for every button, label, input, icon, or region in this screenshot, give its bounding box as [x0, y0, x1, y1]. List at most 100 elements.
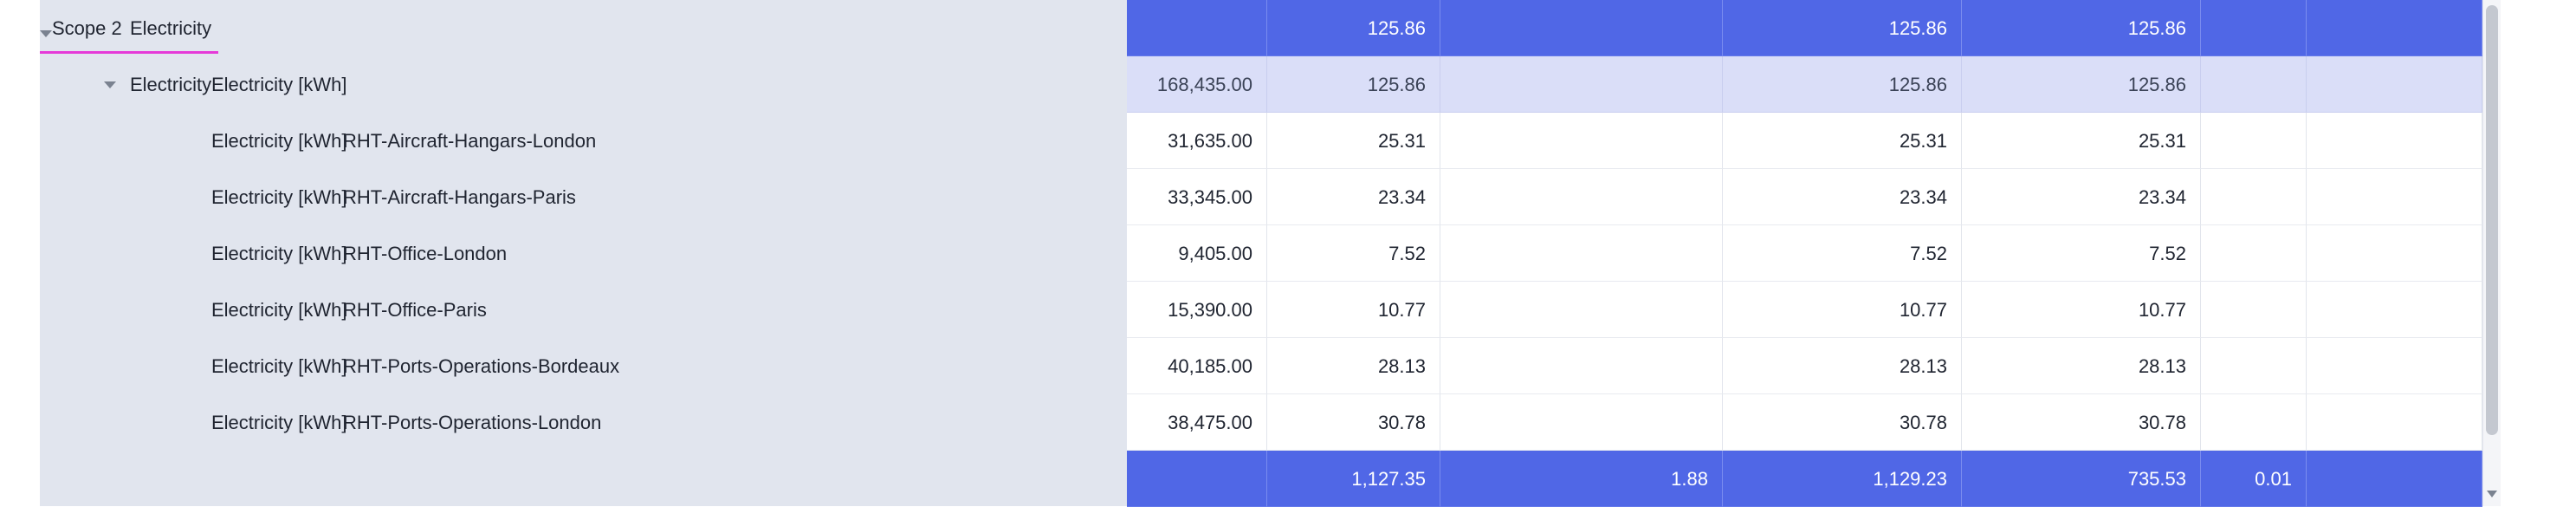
value-cell[interactable]: 25.31 — [1962, 113, 2201, 169]
table-row[interactable]: Electricity [kWh] RHT-Office-London 9,405.… — [40, 225, 2482, 282]
value-cell[interactable] — [1440, 0, 1723, 56]
vertical-scrollbar[interactable] — [2482, 0, 2576, 506]
value-cell[interactable] — [1440, 169, 1723, 225]
table-row[interactable]: Electricity [kWh] RHT-Aircraft-Hangars-Pa… — [40, 169, 2482, 225]
value-cell[interactable]: 10.77 — [1962, 282, 2201, 338]
value-cell[interactable]: 40,185.00 — [1127, 338, 1267, 394]
value-cell[interactable]: 33,345.00 — [1127, 169, 1267, 225]
value-cell[interactable]: 7.52 — [1962, 225, 2201, 282]
value-cells: 9,405.00 7.52 7.52 7.52 — [1127, 225, 2482, 282]
value-cell[interactable]: 1.88 — [1440, 451, 1723, 507]
value-cell[interactable] — [1440, 113, 1723, 169]
value-cell[interactable]: 125.86 — [1267, 0, 1440, 56]
left-gutter — [0, 0, 40, 506]
value-cell[interactable] — [2201, 113, 2307, 169]
value-cell[interactable]: 30.78 — [1723, 394, 1962, 451]
value-cell[interactable] — [2307, 394, 2482, 451]
row-header-site: RHT-Office-Paris — [343, 299, 487, 321]
value-cell[interactable]: 10.77 — [1723, 282, 1962, 338]
value-cell[interactable] — [2201, 56, 2307, 113]
value-cell[interactable]: 28.13 — [1962, 338, 2201, 394]
value-cell[interactable]: 125.86 — [1962, 0, 2201, 56]
value-cell[interactable] — [2201, 225, 2307, 282]
value-cell[interactable]: 30.78 — [1267, 394, 1440, 451]
value-cell[interactable]: 125.86 — [1723, 0, 1962, 56]
value-cell[interactable]: 23.34 — [1267, 169, 1440, 225]
value-cells: 15,390.00 10.77 10.77 10.77 — [1127, 282, 2482, 338]
value-cell[interactable] — [1440, 338, 1723, 394]
value-cell[interactable]: 23.34 — [1723, 169, 1962, 225]
value-cell[interactable] — [1127, 451, 1267, 507]
value-cell[interactable] — [2307, 0, 2482, 56]
value-cell[interactable]: 25.31 — [1723, 113, 1962, 169]
row-header-unit: Electricity [kWh] — [211, 355, 347, 377]
table-row[interactable]: Electricity [kWh] RHT-Ports-Operations-Lo… — [40, 394, 2482, 451]
scroll-down-icon[interactable] — [2487, 491, 2497, 497]
value-cell[interactable] — [2201, 0, 2307, 56]
value-cell[interactable] — [1440, 282, 1723, 338]
row-header-category: Electricity — [130, 17, 212, 39]
row-header-site: RHT-Ports-Operations-London — [343, 412, 602, 433]
value-cell[interactable] — [1440, 394, 1723, 451]
row-header-unit: Electricity [kWh] — [211, 299, 347, 321]
value-cell[interactable]: 168,435.00 — [1127, 56, 1267, 113]
value-cell[interactable]: 25.31 — [1267, 113, 1440, 169]
value-cell[interactable] — [1440, 225, 1723, 282]
value-cell[interactable]: 7.52 — [1723, 225, 1962, 282]
value-cell[interactable]: 0.01 — [2201, 451, 2307, 507]
value-cell[interactable]: 28.13 — [1723, 338, 1962, 394]
value-cells: 1,127.35 1.88 1,129.23 735.53 0.01 — [1127, 451, 2482, 507]
caret-down-icon[interactable] — [104, 81, 116, 88]
value-cell[interactable] — [2201, 394, 2307, 451]
value-cell[interactable] — [1127, 0, 1267, 56]
value-cell[interactable] — [2307, 169, 2482, 225]
value-cell[interactable] — [2307, 113, 2482, 169]
caret-down-icon[interactable] — [40, 30, 52, 37]
value-cell[interactable]: 125.86 — [1267, 56, 1440, 113]
subtotal-row[interactable]: Electricity Electricity [kWh] 168,435.00 12… — [40, 56, 2482, 113]
table-row[interactable]: Electricity [kWh] RHT-Ports-Operations-Bo… — [40, 338, 2482, 394]
value-cell[interactable]: 30.78 — [1962, 394, 2201, 451]
value-cell[interactable] — [2201, 338, 2307, 394]
value-cell[interactable] — [2307, 56, 2482, 113]
value-cell[interactable]: 125.86 — [1962, 56, 2201, 113]
scroll-thumb[interactable] — [2486, 5, 2498, 435]
row-header-scope: Scope 2 — [52, 17, 122, 39]
total-row[interactable]: Scope 2 Electricity 125.86 125.86 125.86 — [40, 0, 2482, 56]
value-cell[interactable]: 23.34 — [1962, 169, 2201, 225]
scroll-track[interactable] — [2482, 0, 2501, 506]
table-row[interactable]: Electricity [kWh] RHT-Office-Paris 15,390.… — [40, 282, 2482, 338]
value-cell[interactable]: 7.52 — [1267, 225, 1440, 282]
value-cell[interactable] — [2307, 282, 2482, 338]
value-cell[interactable]: 735.53 — [1962, 451, 2201, 507]
total-row[interactable]: 1,127.35 1.88 1,129.23 735.53 0.01 — [40, 451, 2482, 507]
value-cell[interactable]: 1,127.35 — [1267, 451, 1440, 507]
value-cell[interactable] — [2201, 282, 2307, 338]
value-cell[interactable]: 28.13 — [1267, 338, 1440, 394]
value-cells: 168,435.00 125.86 125.86 125.86 — [1127, 56, 2482, 113]
value-cell[interactable] — [1440, 56, 1723, 113]
table-row[interactable]: Electricity [kWh] RHT-Aircraft-Hangars-Lo… — [40, 113, 2482, 169]
value-cell[interactable] — [2201, 169, 2307, 225]
row-header-unit: Electricity [kWh] — [211, 412, 347, 433]
value-cell[interactable]: 1,129.23 — [1723, 451, 1962, 507]
row-header-site: RHT-Ports-Operations-Bordeaux — [343, 355, 620, 377]
value-cell[interactable]: 38,475.00 — [1127, 394, 1267, 451]
value-cell[interactable]: 15,390.00 — [1127, 282, 1267, 338]
row-header-panel — [40, 0, 1127, 506]
pivot-grid: Scope 2 Electricity 125.86 125.86 125.86 Elec… — [40, 0, 2482, 507]
value-cell[interactable] — [2307, 338, 2482, 394]
value-cell[interactable]: 10.77 — [1267, 282, 1440, 338]
value-cells: 38,475.00 30.78 30.78 30.78 — [1127, 394, 2482, 451]
value-cell[interactable]: 31,635.00 — [1127, 113, 1267, 169]
value-cell[interactable]: 125.86 — [1723, 56, 1962, 113]
row-header-site: RHT-Aircraft-Hangars-Paris — [343, 186, 576, 208]
row-header-site: RHT-Aircraft-Hangars-London — [343, 130, 597, 152]
row-header-unit: Electricity [kWh] — [211, 74, 347, 95]
value-cell[interactable] — [2307, 225, 2482, 282]
value-cells: 125.86 125.86 125.86 — [1127, 0, 2482, 56]
row-header-site: RHT-Office-London — [343, 243, 508, 264]
value-cell[interactable]: 9,405.00 — [1127, 225, 1267, 282]
value-cell[interactable] — [2307, 451, 2482, 507]
